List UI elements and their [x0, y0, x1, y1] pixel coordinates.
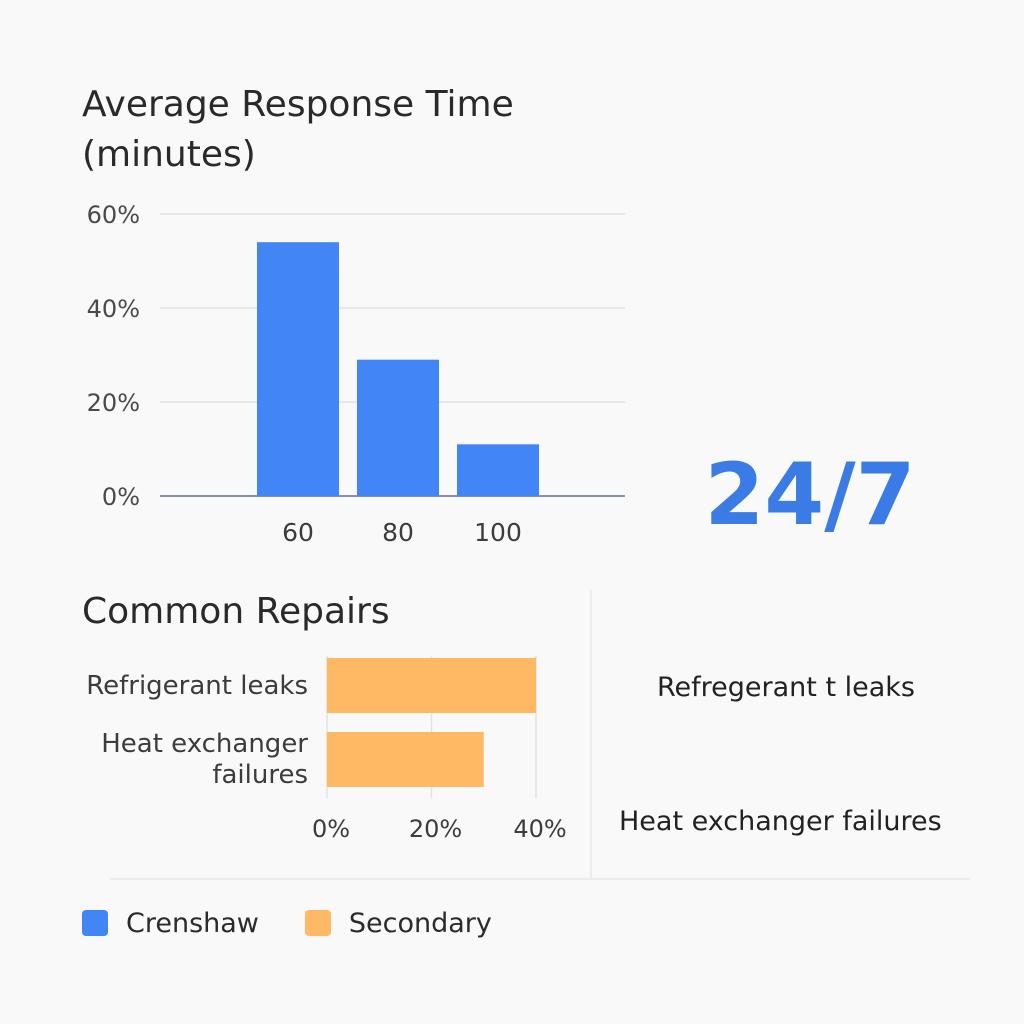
y-tick-label: 40%	[87, 295, 140, 323]
legend-swatch-secondary	[304, 910, 331, 936]
legend-swatch-crenshaw	[82, 910, 108, 936]
y-tick-label: 20%	[87, 389, 140, 417]
y-tick-label: 60%	[87, 201, 140, 229]
y-tick-label: 0%	[102, 483, 140, 511]
legend-label-secondary: Secondary	[348, 907, 492, 939]
y-category-label: Heat exchanger failures	[101, 729, 308, 790]
x-tick-label: 60	[282, 518, 314, 547]
response-time-title: Average Response Time (minutes)	[82, 84, 514, 175]
legend-item-secondary: Secondary	[304, 907, 492, 939]
x-tick-label: 0%	[312, 815, 350, 843]
y-category-label: Refrigerant leaks	[86, 671, 308, 701]
bar-60	[257, 242, 339, 496]
bar-100	[457, 444, 539, 496]
bar-refrigerant-leaks	[327, 658, 536, 713]
legend-label-crenshaw: Crenshaw	[126, 907, 259, 939]
side-label-refrigerant: Refregerant t leaks	[657, 672, 915, 703]
common-repairs-title: Common Repairs	[82, 591, 390, 632]
x-tick-label: 80	[382, 518, 414, 547]
bar-80	[357, 359, 439, 496]
panel-divider-horizontal	[110, 878, 970, 880]
x-tick-label: 20%	[409, 815, 462, 843]
x-tick-label: 100	[474, 518, 522, 547]
panel-divider-vertical	[590, 590, 592, 880]
legend: Crenshaw Secondary	[82, 900, 538, 946]
big-stat: 24/7	[704, 445, 916, 545]
x-tick-label: 40%	[513, 815, 566, 843]
legend-item-crenshaw: Crenshaw	[82, 908, 259, 939]
bar-heat-exchanger-failures	[327, 732, 484, 787]
side-label-heat-exchanger: Heat exchanger failures	[619, 806, 942, 837]
